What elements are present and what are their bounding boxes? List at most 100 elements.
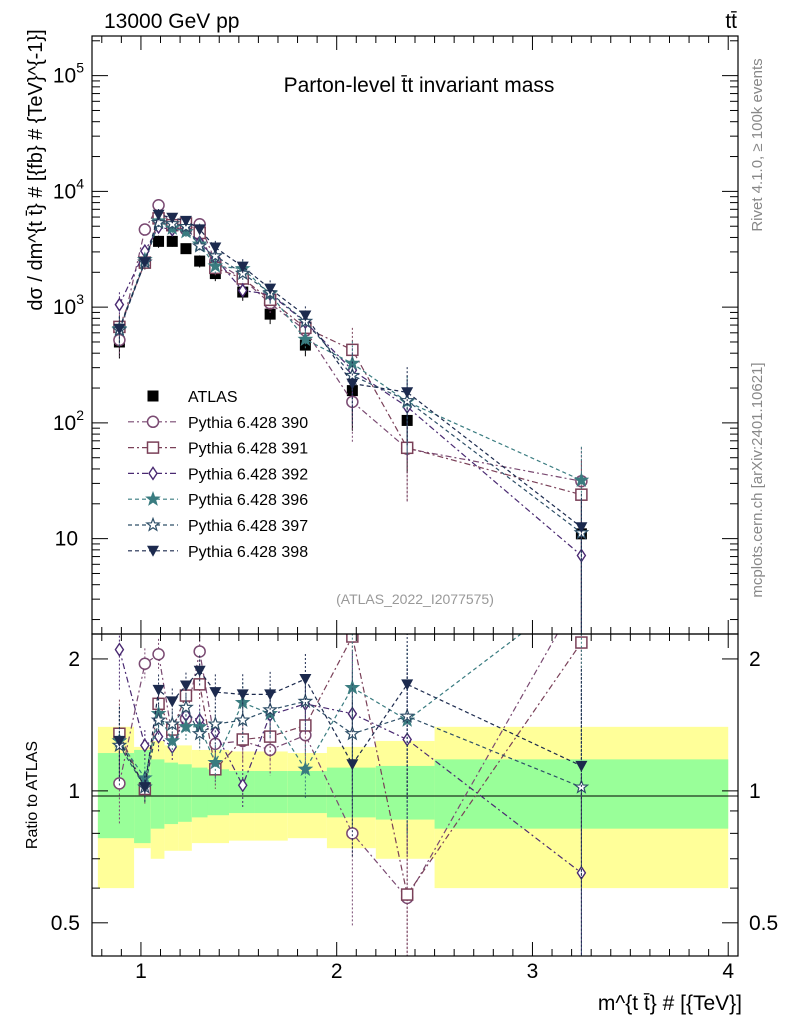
ratio-tick-label-left: 2: [68, 648, 80, 671]
ratio-tick-label-right: 1: [749, 780, 761, 803]
x-tick-label: 4: [722, 960, 734, 983]
data-point: [209, 242, 222, 254]
mcplots-label: mcplots.cern.ch [arXiv:2401.10621]: [749, 362, 766, 597]
energy-label: 13000 GeV pp: [104, 10, 239, 33]
ratio-point: [297, 693, 314, 709]
ratio-point: [207, 754, 224, 770]
legend-marker: [146, 415, 160, 429]
ratio-point: [344, 725, 361, 741]
legend-marker: [147, 545, 159, 557]
data-point: [575, 522, 588, 534]
ratio-point: [346, 759, 359, 771]
ratio-tick-label-right: 0.5: [749, 912, 778, 935]
data-point: [138, 257, 151, 269]
data-point: [193, 224, 206, 236]
legend-label: Pythia 6.428 391: [188, 441, 308, 458]
ratio-tick-label-left: 1: [68, 780, 80, 803]
band-inner-bin: [254, 771, 288, 814]
legend-label: Pythia 6.428 396: [188, 492, 308, 509]
y-tick-label: 104: [53, 175, 84, 203]
band-inner-bin: [207, 769, 230, 816]
process-label: tt̄: [725, 10, 737, 33]
data-point: [299, 339, 311, 351]
x-tick-label: 2: [331, 960, 343, 983]
data-point: [194, 255, 206, 267]
ratio-point: [150, 711, 167, 727]
ratio-point: [575, 760, 588, 772]
band-inner-bin: [287, 771, 327, 814]
ratio-tick-label-right: 2: [749, 648, 761, 671]
data-point: [264, 283, 277, 295]
data-point: [236, 261, 249, 273]
ratio-point: [179, 680, 192, 692]
ratio-point: [191, 725, 208, 741]
axis-tick-labels: 1 2 3 4 10 102 103 104 105 0.5 0.5 1 1 2 2: [51, 60, 778, 983]
data-point: [138, 223, 152, 236]
ratio-point: [236, 689, 249, 701]
band-inner-bin: [326, 767, 376, 818]
legend-label: Pythia 6.428 397: [188, 518, 308, 535]
legend-marker: [148, 466, 158, 481]
y-tick-label: 105: [53, 60, 84, 88]
legend-marker: [145, 490, 161, 506]
data-point: [150, 214, 167, 230]
x-axis-label: m^{t t̄} # [{TeV}]: [598, 992, 742, 1015]
data-point: [114, 297, 125, 312]
data-point: [153, 235, 165, 247]
band-inner-bin: [375, 765, 435, 820]
ratio-point: [264, 689, 277, 701]
ratio-point: [400, 888, 414, 901]
data-point: [346, 378, 359, 390]
data-point: [264, 308, 276, 320]
ratio-point: [236, 733, 249, 746]
x-tick-label: 3: [527, 960, 539, 983]
ratio-point: [152, 684, 165, 696]
ratio-point: [164, 715, 181, 731]
ratio-point: [193, 665, 206, 677]
legend-marker: [147, 390, 159, 402]
main-plot-area: [111, 199, 590, 634]
band-inner-bin: [178, 764, 192, 822]
data-point: [207, 247, 224, 263]
ratio-point: [193, 645, 206, 658]
ratio-tick-label-left: 0.5: [51, 912, 80, 935]
ratio-point: [113, 735, 126, 747]
data-point: [166, 212, 179, 224]
legend-label: Pythia 6.428 392: [188, 466, 308, 483]
ratio-plot-area: [111, 634, 590, 956]
data-point: [152, 209, 165, 221]
ratio-point: [152, 647, 165, 661]
ratio-point: [138, 782, 151, 794]
ratio-point: [209, 687, 222, 699]
y-tick-label: 103: [53, 291, 84, 319]
ratio-point: [344, 679, 361, 695]
legend: ATLAS Pythia 6.428 390 Pythia 6.428 391 Pyt…: [128, 389, 308, 561]
legend-marker: [145, 516, 161, 532]
band-inner-bin: [229, 771, 255, 814]
ratio-point: [178, 718, 194, 734]
ratio-point: [346, 827, 359, 840]
ratio-point: [153, 729, 164, 744]
y-tick-label: 10: [55, 528, 78, 551]
ratio-point: [207, 715, 224, 731]
data-point: [299, 310, 312, 322]
ratio-point: [297, 761, 314, 776]
main-panel-bg: [92, 36, 738, 634]
ratio-point: [114, 642, 125, 657]
band-inner-bin: [150, 759, 165, 829]
y-tick-label: 102: [53, 407, 84, 435]
analysis-tag: (ATLAS_2022_I2077575): [336, 591, 494, 607]
data-point: [237, 283, 248, 298]
ratio-point: [178, 699, 194, 715]
ratio-point: [166, 696, 179, 708]
band-inner-bin: [164, 762, 179, 825]
data-point: [179, 215, 192, 227]
ratio-point: [401, 679, 414, 691]
y-axis-label: dσ / dm^{t t̄} # [{fb} # {TeV}^{-1}]: [25, 29, 47, 310]
ratio-point: [237, 777, 248, 793]
band-inner-bin: [191, 767, 208, 818]
legend-marker: [146, 441, 160, 454]
legend-label: Pythia 6.428 398: [188, 544, 308, 561]
chart-title: Parton-level t̄t invariant mass: [284, 74, 555, 97]
